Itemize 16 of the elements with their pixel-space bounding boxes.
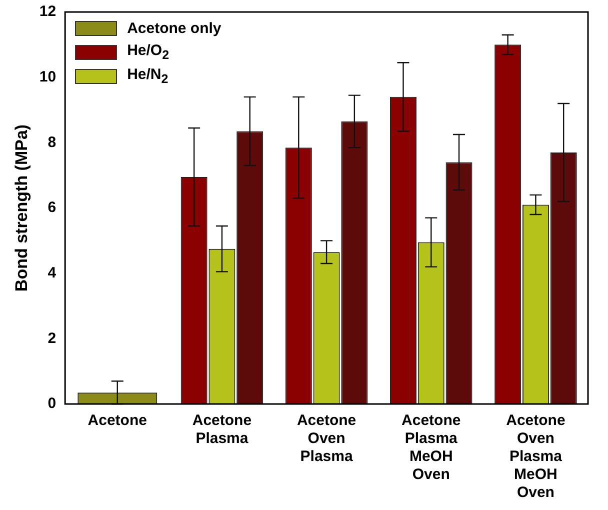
x-tick-label: Acetone Oven Plasma MeOH Oven <box>506 412 566 502</box>
y-tick-label: 12 <box>39 3 56 20</box>
y-tick-label: 2 <box>48 330 56 347</box>
legend-label: He/N$_{2}$ <box>127 66 168 86</box>
y-axis-title: Bond strength (MPa) <box>12 124 31 292</box>
y-tick-label: 4 <box>48 264 57 282</box>
y-tick-label: 0 <box>48 395 56 412</box>
x-tick-label: Acetone <box>88 412 147 430</box>
y-tick-label: 6 <box>48 199 56 216</box>
x-tick-label: Acetone Oven Plasma <box>296 412 356 466</box>
legend-label: Acetone only <box>127 20 222 36</box>
y-tick-label: 8 <box>48 134 56 151</box>
y-tick-label: 10 <box>39 68 56 86</box>
x-tick-label: Acetone Plasma <box>192 412 252 448</box>
x-tick-label: Acetone Plasma MeOH Oven <box>402 412 461 484</box>
legend-label: He/O$_{2}$ <box>127 42 170 62</box>
